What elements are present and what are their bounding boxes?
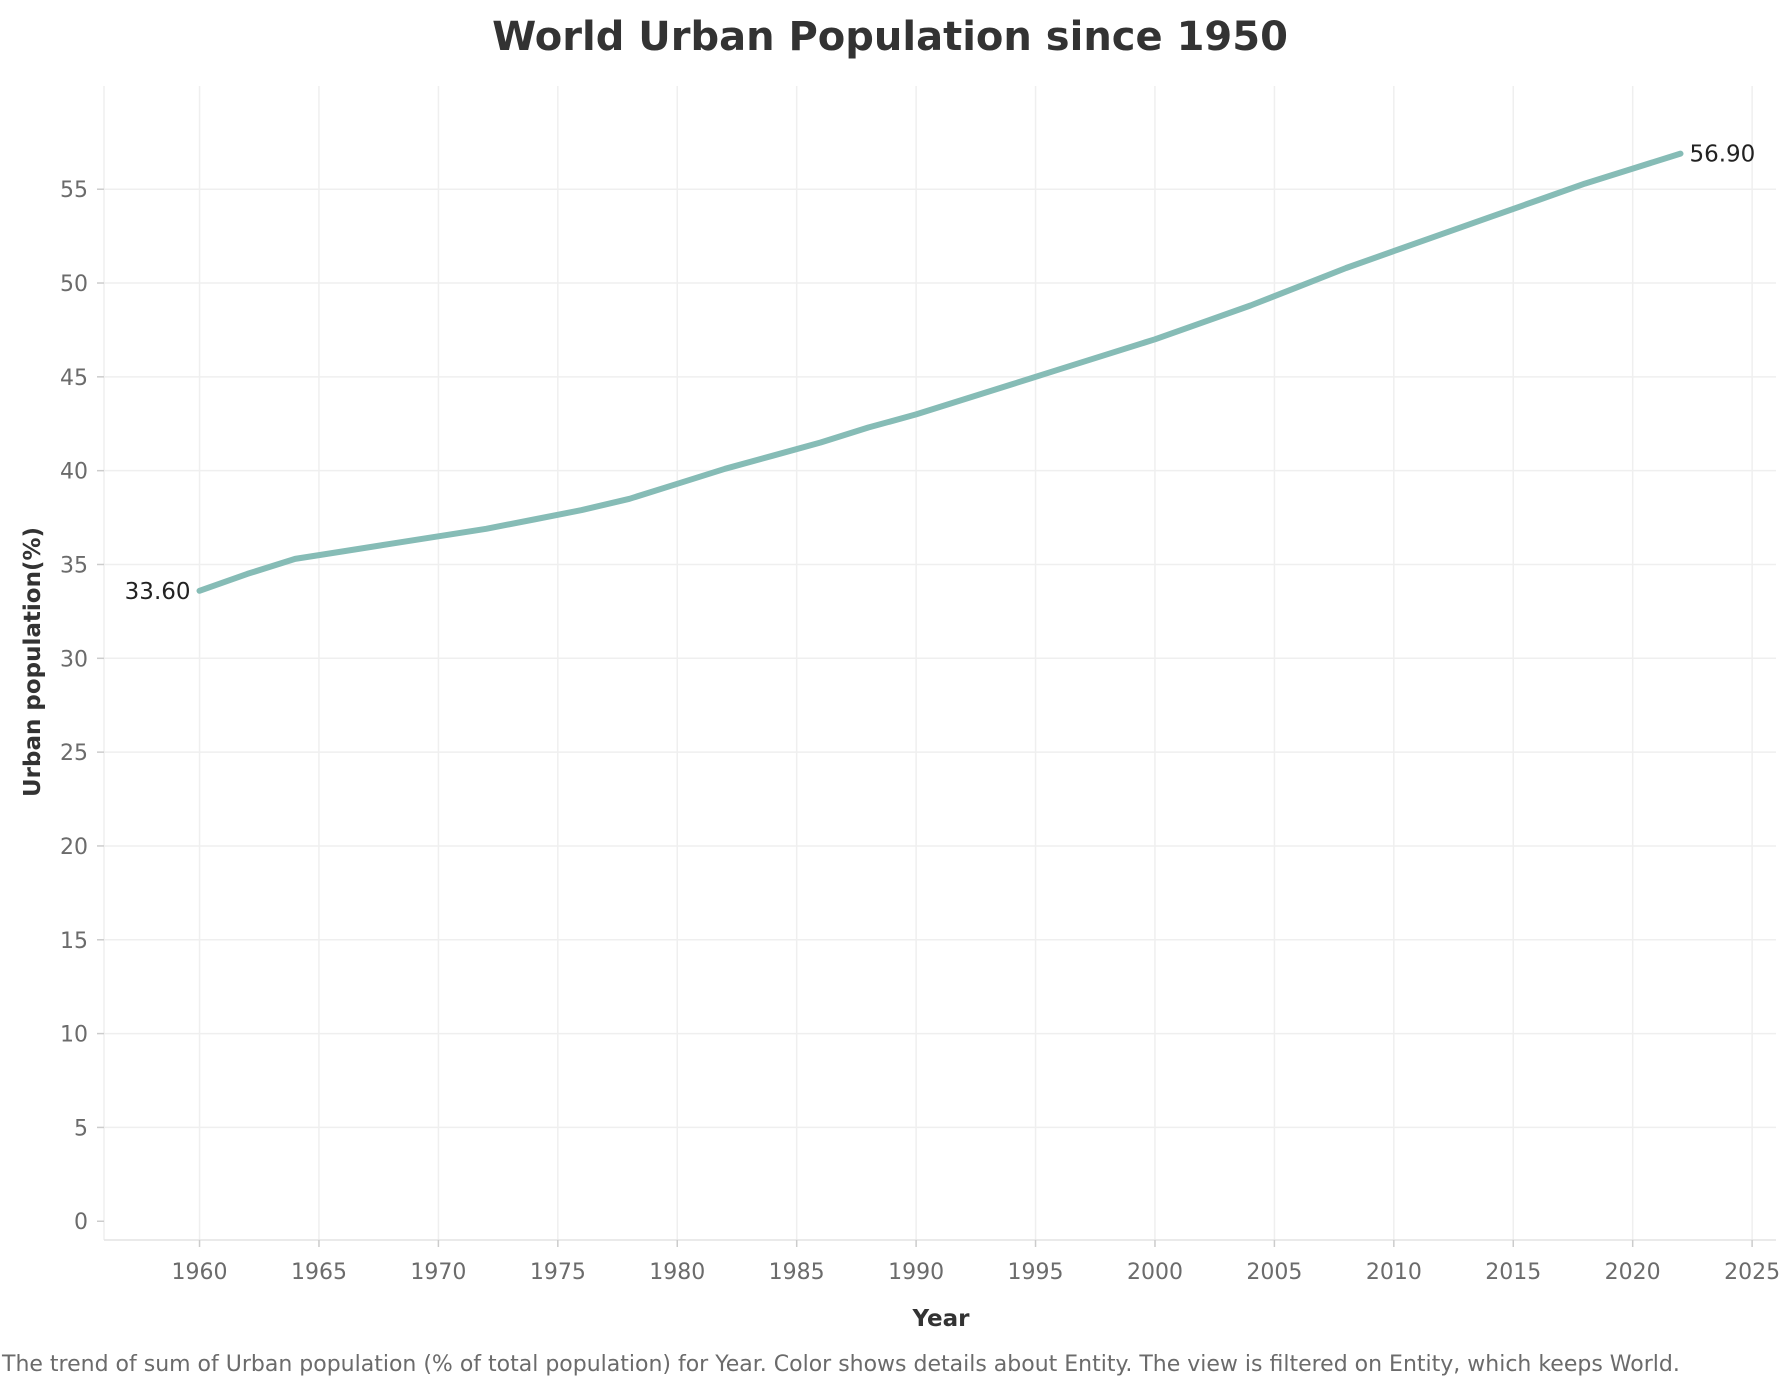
y-tick-label: 0: [74, 1210, 88, 1235]
x-tick-label: 1965: [291, 1260, 347, 1285]
x-tick-label: 2010: [1366, 1260, 1422, 1285]
chart-title: World Urban Population since 1950: [492, 14, 1288, 60]
axes: 1960 1965 1970 1975 1980 1985 1990 1995 2000 2005…: [60, 178, 1780, 1285]
y-axis-title: Urban population(%): [20, 527, 46, 797]
x-tick-label: 2025: [1724, 1260, 1780, 1285]
y-tick-label: 55: [60, 178, 88, 203]
x-tick-label: 1985: [769, 1260, 825, 1285]
x-axis-title: Year: [911, 1306, 970, 1332]
x-tick-label: 2020: [1605, 1260, 1661, 1285]
y-tick-label: 10: [60, 1023, 88, 1048]
data-label-start: 33.60: [125, 579, 191, 605]
x-tick-label: 1990: [888, 1260, 944, 1285]
x-tick-label: 1975: [530, 1260, 586, 1285]
y-tick-label: 15: [60, 929, 88, 954]
y-tick-label: 35: [60, 553, 88, 578]
y-tick-label: 20: [60, 835, 88, 860]
x-tick-label: 2005: [1246, 1260, 1302, 1285]
y-tick-label: 40: [60, 460, 88, 485]
x-tick-label: 1980: [649, 1260, 705, 1285]
x-tick-label: 2015: [1485, 1260, 1541, 1285]
grid-lines: [103, 86, 1776, 1240]
y-tick-label: 30: [60, 647, 88, 672]
series-line-0: [196, 150, 1684, 594]
chart-caption: The trend of sum of Urban population (% …: [2, 1352, 1680, 1377]
y-tick-label: 45: [60, 366, 88, 391]
data-labels: 33.60 56.90: [125, 142, 1756, 605]
x-tick-label: 1995: [1008, 1260, 1064, 1285]
x-tick-label: 1970: [410, 1260, 466, 1285]
x-tick-label: 1960: [172, 1260, 228, 1285]
y-tick-label: 25: [60, 741, 88, 766]
y-tick-label: 50: [60, 272, 88, 297]
data-label-end: 56.90: [1689, 142, 1755, 168]
x-tick-label: 2000: [1127, 1260, 1183, 1285]
series-layer: [196, 150, 1684, 594]
y-tick-label: 5: [74, 1116, 88, 1141]
